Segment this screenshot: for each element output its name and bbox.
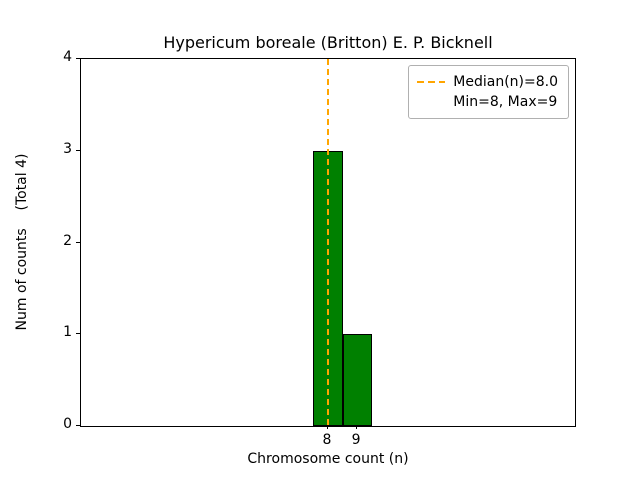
x-axis-label: Chromosome count (n): [247, 451, 409, 467]
legend-entry-median: Median(n)=8.0: [417, 72, 558, 92]
y-tick-mark-2: [76, 241, 80, 243]
dashed-line-icon: [417, 81, 446, 83]
chart-title: Hypericum boreale (Britton) E. P. Bickne…: [163, 33, 493, 52]
x-tick-mark-8: [327, 425, 328, 429]
legend-entry-minmax: Min=8, Max=9: [417, 92, 558, 112]
y-tick-mark-1: [76, 333, 80, 335]
y-tick-mark-0: [76, 425, 80, 426]
bar-9: [342, 334, 372, 426]
x-tick-label-9: 9: [351, 432, 361, 448]
y-tick-label-1: 1: [63, 324, 72, 341]
median-line: [327, 59, 329, 426]
x-tick-label-8: 8: [322, 432, 332, 448]
legend-label-median: Median(n)=8.0: [453, 74, 558, 90]
y-axis-label: Num of counts (Total 4): [14, 153, 30, 331]
y-tick-label-2: 2: [63, 232, 72, 249]
y-tick-mark-3: [76, 149, 80, 151]
x-tick-mark-9: [356, 425, 358, 429]
y-tick-label-3: 3: [63, 140, 72, 157]
y-tick-label-4: 4: [63, 49, 72, 65]
legend: Median(n)=8.0 Min=8, Max=9: [408, 65, 569, 119]
y-tick-mark-4: [76, 58, 80, 59]
y-tick-label-0: 0: [63, 416, 72, 432]
plot-area: Median(n)=8.0 Min=8, Max=9: [80, 58, 576, 427]
legend-label-minmax: Min=8, Max=9: [453, 94, 558, 110]
empty-handle-icon: [417, 101, 445, 103]
